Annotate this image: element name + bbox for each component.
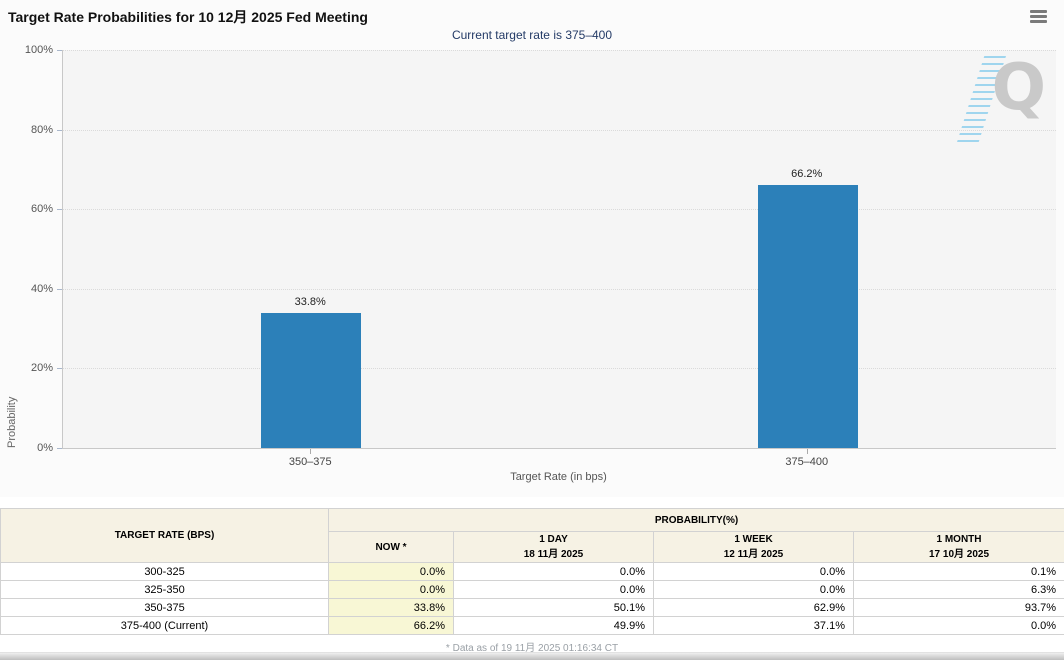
table-row: 300-325 0.0% 0.0% 0.0% 0.1%	[0, 562, 1064, 581]
header-1-month-label: 1 MONTH	[936, 534, 982, 545]
header-1-month-date: 17 10月 2025	[928, 549, 990, 560]
hamburger-bar	[1030, 10, 1047, 13]
x-tick-label: 375–400	[785, 456, 829, 468]
header-1-day: 1 DAY 18 11月 2025	[453, 531, 654, 563]
table-row: 325-350 0.0% 0.0% 0.0% 6.3%	[0, 580, 1064, 599]
y-tick-label: 0%	[37, 442, 53, 454]
now-value-cell: 0.0%	[328, 580, 454, 599]
day-value-cell: 49.9%	[453, 616, 654, 635]
x-tick-label: 350–375	[288, 456, 332, 468]
month-value-cell: 0.0%	[852, 616, 1064, 635]
x-tick-mark	[310, 449, 312, 454]
day-value-cell: 0.0%	[453, 562, 654, 581]
table-body: 300-325 0.0% 0.0% 0.0% 0.1% 325-350 0.0% 0.0% 0.…	[0, 562, 1064, 635]
gridline	[63, 288, 1056, 290]
day-value-cell: 50.1%	[453, 598, 654, 617]
y-axis-title: Probability	[6, 396, 18, 448]
header-1-week-label: 1 WEEK	[734, 534, 773, 545]
week-value-cell: 0.0%	[653, 562, 854, 581]
target-rate-cell: 325-350	[0, 580, 329, 599]
now-value-cell: 33.8%	[328, 598, 454, 617]
chart-bar	[757, 184, 858, 448]
chart-bar	[261, 313, 362, 448]
x-axis-title: Target Rate (in bps)	[510, 471, 607, 483]
watermark-q-icon: Q	[991, 51, 1046, 125]
plot-area: Q	[62, 50, 1056, 449]
gridline	[63, 129, 1056, 131]
hamburger-menu-icon[interactable]	[1030, 10, 1048, 25]
week-value-cell: 62.9%	[653, 598, 854, 617]
hamburger-bar	[1030, 20, 1047, 23]
y-tick-mark	[57, 209, 62, 211]
y-tick-mark	[57, 288, 62, 290]
gridline	[63, 50, 1056, 51]
header-1-day-label: 1 DAY	[539, 534, 568, 545]
header-now: NOW *	[328, 531, 454, 563]
target-rate-cell: 350-375	[0, 598, 329, 617]
table-row: 375-400 (Current) 66.2% 49.9% 37.1% 0.0%	[0, 616, 1064, 635]
week-value-cell: 0.0%	[653, 580, 854, 599]
day-value-cell: 0.0%	[453, 580, 654, 599]
month-value-cell: 93.7%	[852, 598, 1064, 617]
target-rate-cell: 375-400 (Current)	[0, 616, 329, 635]
x-tick-mark	[806, 449, 808, 454]
week-value-cell: 37.1%	[653, 616, 854, 635]
gridline	[63, 368, 1056, 370]
header-1-day-date: 18 11月 2025	[523, 549, 584, 560]
bottom-scroll-bar[interactable]	[0, 652, 1064, 660]
y-tick-label: 60%	[30, 203, 53, 216]
y-tick-label: 40%	[30, 282, 53, 295]
month-value-cell: 0.1%	[852, 562, 1064, 581]
bar-value-label: 66.2%	[791, 167, 823, 180]
y-tick-mark	[57, 448, 62, 449]
y-tick-label: 20%	[30, 362, 53, 375]
header-1-week-date: 12 11月 2025	[723, 549, 784, 560]
y-tick-mark	[57, 129, 62, 131]
quikstrike-watermark: Q	[936, 51, 1046, 150]
y-tick-mark	[57, 368, 62, 370]
target-rate-cell: 300-325	[0, 562, 329, 581]
now-value-cell: 66.2%	[328, 616, 454, 635]
hamburger-bar	[1030, 15, 1047, 18]
header-target-rate: TARGET RATE (BPS)	[0, 508, 329, 563]
gridline	[63, 209, 1056, 211]
table-header: TARGET RATE (BPS) PROBABILITY(%) NOW * 1…	[0, 508, 1064, 563]
header-probability-group: PROBABILITY(%)	[327, 508, 1064, 532]
header-1-month: 1 MONTH 17 10月 2025	[852, 531, 1064, 563]
data-as-of-note: * Data as of 19 11月 2025 01:16:34 CT	[445, 643, 619, 654]
header-1-week: 1 WEEK 12 11月 2025	[653, 531, 854, 563]
table-row: 350-375 33.8% 50.1% 62.9% 93.7%	[0, 598, 1064, 617]
page-title: Target Rate Probabilities for 10 12月 202…	[8, 9, 368, 25]
bar-value-label: 33.8%	[294, 296, 326, 309]
month-value-cell: 6.3%	[852, 580, 1064, 599]
now-value-cell: 0.0%	[328, 562, 454, 581]
y-tick-label: 100%	[24, 44, 53, 56]
y-tick-label: 80%	[30, 123, 53, 136]
probability-table: TARGET RATE (BPS) PROBABILITY(%) NOW * 1…	[0, 508, 1064, 635]
chart-subtitle: Current target rate is 375–400	[451, 28, 613, 42]
y-tick-mark	[57, 50, 62, 51]
chart-region: Target Rate Probabilities for 10 12月 202…	[6, 9, 1056, 483]
